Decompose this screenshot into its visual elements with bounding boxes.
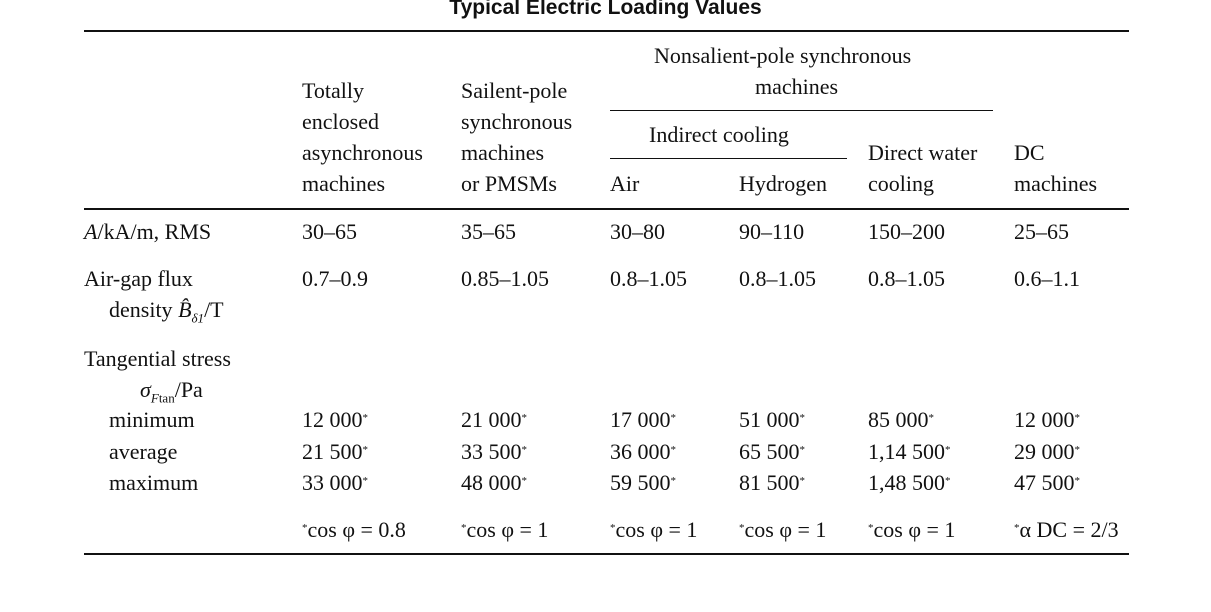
- column-header-dc: machines: [1014, 171, 1098, 196]
- table-cell: 1,48 500*: [868, 470, 951, 495]
- row-label: Tangential stress: [84, 346, 231, 371]
- group-header: Nonsalient-pole synchronous: [654, 43, 912, 68]
- table-cell: 36 000*: [610, 439, 676, 464]
- table-cell: 0.8–1.05: [739, 266, 816, 291]
- table-cell: 0.85–1.05: [461, 266, 549, 291]
- table-cell: 90–110: [739, 219, 805, 244]
- table-cell: 35–65: [461, 219, 516, 244]
- column-header-air: Air: [610, 171, 640, 196]
- table-cell: 81 500*: [739, 470, 805, 495]
- footnote: *α DC = 2/3: [1014, 517, 1119, 542]
- top-rule: [84, 30, 1129, 32]
- footnote: *cos φ = 1: [610, 517, 698, 542]
- table-cell: 1,14 500*: [868, 439, 951, 464]
- column-header-water: Direct water: [868, 140, 978, 165]
- table-cell: 25–65: [1014, 219, 1069, 244]
- column-header-salient: synchronous: [461, 109, 573, 134]
- table-cell: 0.8–1.05: [610, 266, 687, 291]
- table-cell: 33 500*: [461, 439, 527, 464]
- table-cell: 17 000*: [610, 407, 676, 432]
- column-header-water: cooling: [868, 171, 934, 196]
- row-label-maximum: maximum: [109, 470, 199, 495]
- table-cell: 150–200: [868, 219, 945, 244]
- table-cell: 33 000*: [302, 470, 368, 495]
- column-header-async: enclosed: [302, 109, 379, 134]
- column-header-async: machines: [302, 171, 386, 196]
- group-rule: [610, 110, 993, 111]
- footnote: *cos φ = 1: [739, 517, 827, 542]
- footnote: *cos φ = 1: [461, 517, 549, 542]
- column-header-salient: Sailent-pole: [461, 78, 568, 103]
- table-cell: 0.6–1.1: [1014, 266, 1080, 291]
- table-cell: 0.7–0.9: [302, 266, 368, 291]
- row-label: Air-gap flux: [84, 266, 193, 291]
- table-cell: 12 000*: [1014, 407, 1080, 432]
- group-header: machines: [755, 74, 839, 99]
- table-cell: 21 500*: [302, 439, 368, 464]
- row-label-average: average: [109, 439, 178, 464]
- row-label: σFtan/Pa: [140, 377, 203, 406]
- footnote: *cos φ = 0.8: [302, 517, 406, 542]
- table-cell: 48 000*: [461, 470, 527, 495]
- table-title: Typical Electric Loading Values: [449, 0, 762, 19]
- column-header-async: Totally: [302, 78, 365, 103]
- footnote: *cos φ = 1: [868, 517, 956, 542]
- table-cell: 30–65: [302, 219, 357, 244]
- column-header-salient: or PMSMs: [461, 171, 557, 196]
- subgroup-header: Indirect cooling: [649, 122, 789, 147]
- row-label-minimum: minimum: [109, 407, 195, 432]
- table-cell: 65 500*: [739, 439, 805, 464]
- table-cell: 0.8–1.05: [868, 266, 945, 291]
- table-cell: 59 500*: [610, 470, 676, 495]
- row-label: density B̂δ1/T: [109, 297, 224, 326]
- table-cell: 29 000*: [1014, 439, 1080, 464]
- table-cell: 51 000*: [739, 407, 805, 432]
- column-header-hydrogen: Hydrogen: [739, 171, 827, 196]
- column-header-async: asynchronous: [302, 140, 423, 165]
- table-cell: 47 500*: [1014, 470, 1080, 495]
- bottom-rule: [84, 553, 1129, 555]
- table-cell: 30–80: [610, 219, 665, 244]
- table-cell: 12 000*: [302, 407, 368, 432]
- table-cell: 85 000*: [868, 407, 934, 432]
- table-cell: 21 000*: [461, 407, 527, 432]
- subgroup-rule: [610, 158, 847, 159]
- header-rule: [84, 208, 1129, 210]
- column-header-dc: DC: [1014, 140, 1045, 165]
- column-header-salient: machines: [461, 140, 545, 165]
- row-label: A/kA/m, RMS: [84, 219, 212, 244]
